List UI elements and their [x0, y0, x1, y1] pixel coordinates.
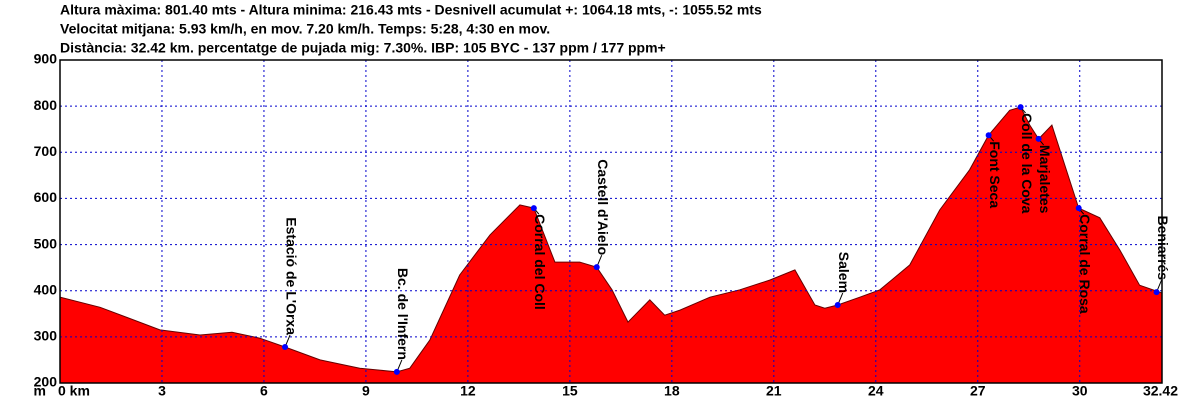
- waypoint: [282, 344, 289, 351]
- waypoint-label: Marjaletes: [1037, 145, 1053, 214]
- waypoint: [834, 302, 841, 309]
- y-tick-label: 400: [34, 281, 58, 297]
- y-tick-label: 900: [34, 51, 58, 67]
- waypoint-label: Corral del Coll: [532, 214, 548, 310]
- waypoint-label: Beniarrés: [1155, 216, 1171, 281]
- waypoint-label: Font Seca: [987, 141, 1003, 208]
- x-tick-label: 9: [362, 383, 370, 399]
- x-tick-label: 18: [664, 383, 680, 399]
- y-unit: m: [34, 383, 46, 399]
- header-line: Altura màxima: 801.40 mts - Altura minim…: [60, 2, 762, 18]
- waypoint: [530, 205, 537, 212]
- y-tick-label: 600: [34, 189, 58, 205]
- elevation-area: [59, 106, 1163, 384]
- waypoint-label: Castell d'Aielo: [595, 159, 611, 255]
- waypoint: [985, 132, 992, 139]
- y-tick-label: 700: [34, 143, 58, 159]
- waypoint: [1075, 205, 1082, 212]
- waypoint: [593, 264, 600, 271]
- waypoint: [1035, 135, 1042, 142]
- waypoint-label: Corral de Rosa: [1077, 214, 1093, 314]
- header-line: Velocitat mitjana: 5.93 km/h, en mov. 7.…: [60, 21, 550, 37]
- x-tick-label: 6: [260, 383, 268, 399]
- waypoint-label: Salem: [836, 252, 852, 293]
- x-tick-label: 32.42: [1143, 383, 1178, 399]
- x-tick-label: 15: [562, 383, 578, 399]
- waypoint-label: Bc. de l'Infern: [395, 268, 411, 360]
- x-tick-label: 24: [868, 383, 884, 399]
- plot-frame: [59, 59, 1163, 384]
- x-tick-label: 30: [1072, 383, 1088, 399]
- y-tick-label: 200: [34, 374, 58, 390]
- waypoint-label: Estació de L'Orxa: [283, 217, 299, 335]
- waypoint: [1153, 289, 1160, 296]
- waypoint: [393, 368, 400, 375]
- y-tick-label: 300: [34, 328, 58, 344]
- y-tick-label: 800: [34, 97, 58, 113]
- header-line: Distància: 32.42 km. percentatge de puja…: [60, 40, 666, 56]
- x-tick-label: 27: [970, 383, 986, 399]
- y-tick-label: 500: [34, 235, 58, 251]
- x-tick-label: 12: [460, 383, 476, 399]
- waypoint: [1017, 104, 1024, 111]
- waypoint-label: Coll de la Cova: [1019, 113, 1035, 214]
- x-tick-label: 3: [158, 383, 166, 399]
- x-tick-label: 21: [766, 383, 782, 399]
- x-tick-label: 0 km: [58, 383, 90, 399]
